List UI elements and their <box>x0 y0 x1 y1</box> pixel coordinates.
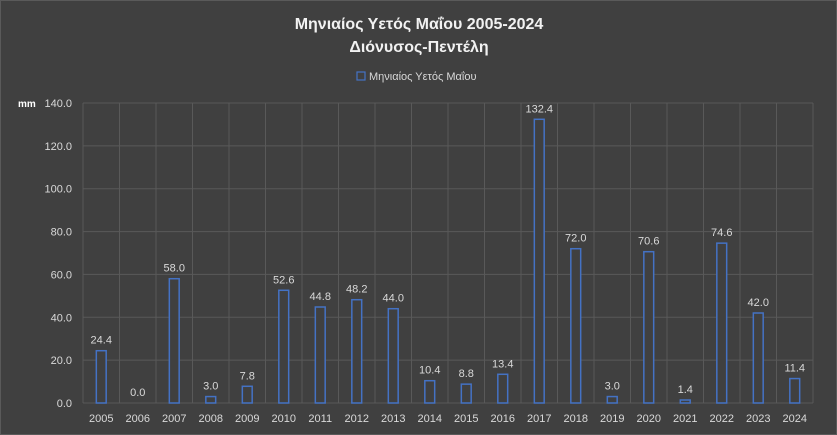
bar-2009 <box>241 385 253 404</box>
x-tick-2015: 2015 <box>454 413 478 425</box>
y-tick-label: 100.0 <box>44 184 72 196</box>
x-tick-2012: 2012 <box>345 413 369 425</box>
data-label-2019: 3.0 <box>605 381 620 393</box>
x-tick-2006: 2006 <box>126 413 150 425</box>
x-tick-2009: 2009 <box>235 413 259 425</box>
x-axis-ticks: 2005 2006 2007 2008 2009 2010 2011 2012 2013 2014… <box>89 413 807 425</box>
data-label-2014: 10.4 <box>419 365 440 377</box>
x-tick-2010: 2010 <box>272 413 296 425</box>
data-label-2008: 3.0 <box>203 381 218 393</box>
data-label-2016: 13.4 <box>492 358 513 370</box>
y-tick-label: 80.0 <box>51 227 72 239</box>
bar-2019 <box>606 395 618 404</box>
y-tick-label: 120.0 <box>44 141 72 153</box>
x-tick-2016: 2016 <box>491 413 515 425</box>
data-label-2020: 70.6 <box>638 236 659 248</box>
data-label-2018: 72.0 <box>565 233 586 245</box>
data-label-2010: 52.6 <box>273 274 294 286</box>
data-label-2017: 132.4 <box>525 103 553 115</box>
bar-2014 <box>424 379 436 404</box>
legend-swatch <box>356 71 366 81</box>
legend-label: Μηνιαίος Υετός Μαΐου <box>369 71 476 83</box>
bar-2012 <box>351 298 363 404</box>
gridlines <box>82 102 814 404</box>
x-tick-2023: 2023 <box>746 413 770 425</box>
data-label-2023: 42.0 <box>748 297 769 309</box>
bar-2024 <box>789 377 801 404</box>
x-tick-2014: 2014 <box>418 413 442 425</box>
data-label-2022: 74.6 <box>711 227 732 239</box>
y-tick-label: 40.0 <box>51 312 72 324</box>
bar-2018 <box>570 247 582 404</box>
data-labels: 24.4 0.0 58.0 3.0 7.8 52.6 44.8 48.2 44.0 10.4 8.8… <box>91 103 806 399</box>
x-tick-2019: 2019 <box>600 413 624 425</box>
chart-title: Μηνιαίος Υετός Μαΐου 2005-2024 <box>295 16 544 33</box>
x-tick-2005: 2005 <box>89 413 113 425</box>
data-label-2007: 58.0 <box>164 263 185 275</box>
bar-2023 <box>752 312 764 404</box>
x-tick-2018: 2018 <box>564 413 588 425</box>
data-label-2006: 0.0 <box>130 387 145 399</box>
x-tick-2007: 2007 <box>162 413 186 425</box>
x-tick-2011: 2011 <box>308 413 332 425</box>
x-tick-2022: 2022 <box>710 413 734 425</box>
x-tick-2024: 2024 <box>783 413 807 425</box>
legend: Μηνιαίος Υετός Μαΐου <box>356 71 476 83</box>
bars <box>95 118 801 404</box>
data-label-2021: 1.4 <box>678 384 693 396</box>
y-tick-label: 60.0 <box>51 269 72 281</box>
y-tick-label: 20.0 <box>51 355 72 367</box>
data-label-2015: 8.8 <box>459 368 474 380</box>
y-axis-unit: mm <box>18 99 36 110</box>
bar-2016 <box>497 373 509 404</box>
bar-2017 <box>533 118 545 404</box>
chart-subtitle: Διόνυσος-Πεντέλη <box>349 39 488 56</box>
bar-2015 <box>460 383 472 404</box>
data-label-2005: 24.4 <box>91 335 112 347</box>
bar-2013 <box>387 307 399 404</box>
bar-2011 <box>314 306 326 404</box>
data-label-2012: 48.2 <box>346 284 367 296</box>
data-label-2011: 44.8 <box>310 291 331 303</box>
bar-2008 <box>205 395 217 404</box>
data-label-2009: 7.8 <box>240 370 255 382</box>
bar-2020 <box>643 250 655 404</box>
bar-2005 <box>95 349 107 404</box>
bar-2010 <box>278 289 290 404</box>
data-label-2024: 11.4 <box>784 363 805 375</box>
y-tick-label: 0.0 <box>57 398 72 410</box>
data-label-2013: 44.0 <box>383 293 404 305</box>
x-tick-2008: 2008 <box>199 413 223 425</box>
bar-2007 <box>168 277 180 404</box>
y-tick-label: 140.0 <box>44 98 72 110</box>
bar-2021 <box>679 399 691 404</box>
bar-2022 <box>716 242 728 404</box>
y-axis-ticks: 0.0 20.0 40.0 60.0 80.0 100.0 120.0 140.0 <box>44 98 72 410</box>
x-tick-2013: 2013 <box>381 413 405 425</box>
x-tick-2020: 2020 <box>637 413 661 425</box>
x-tick-2017: 2017 <box>527 413 551 425</box>
x-tick-2021: 2021 <box>673 413 697 425</box>
